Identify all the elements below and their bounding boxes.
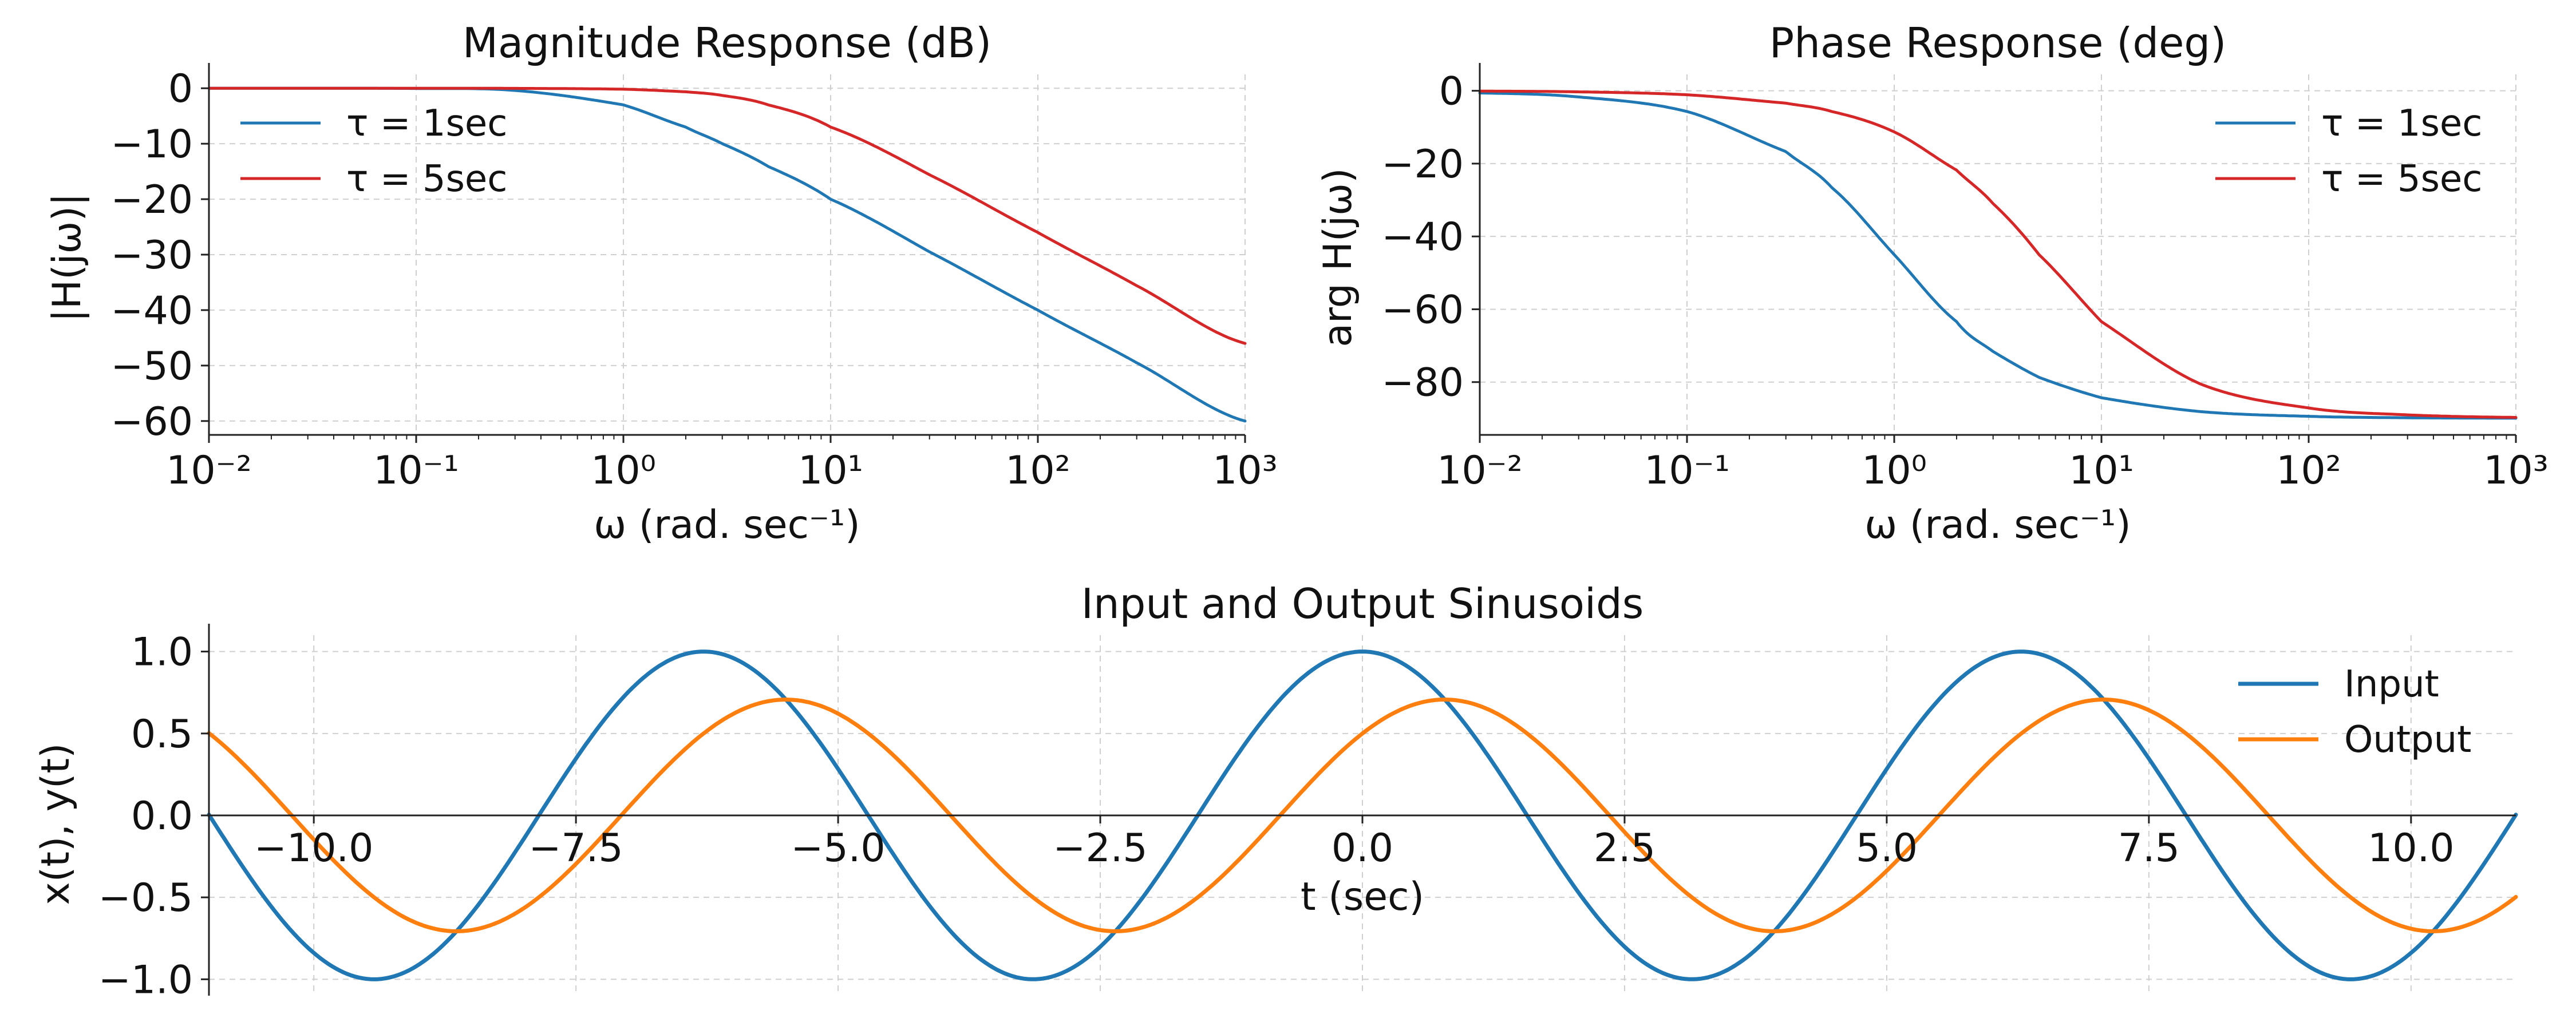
x-tick-label: 10⁻² (166, 448, 252, 493)
phase-ylabel: arg H(jω) (1315, 168, 1361, 347)
y-tick-label: 0 (168, 66, 193, 112)
magnitude-panel: Magnitude Response (dB) 10⁻² 10⁻¹ 10⁰ 10¹ 10… (45, 19, 1278, 548)
y-tick-label: 0.5 (131, 712, 193, 757)
x-tick-label: 0.0 (1332, 826, 1393, 871)
y-tick-label: −30 (110, 233, 193, 278)
y-tick-label: 0 (1439, 69, 1464, 114)
series-line--1sec (1478, 92, 2518, 420)
legend-label: τ = 5sec (2321, 158, 2482, 200)
x-tick-label: −7.5 (529, 826, 623, 871)
series-line--5sec (1478, 89, 2518, 419)
sinusoids-panel: Input and Output Sinusoids −10.0 −7.5 −5.0… (33, 580, 2518, 1003)
x-tick-label: −2.5 (1053, 826, 1147, 871)
phase-panel: Phase Response (deg) 10⁻² 10⁻¹ 10⁰ 10¹ 10² 10… (1315, 19, 2549, 548)
x-tick-label: 10³ (1212, 448, 1278, 493)
series-line-output (207, 698, 2518, 933)
magnitude-title: Magnitude Response (dB) (463, 19, 991, 67)
x-tick-label: 10³ (2483, 448, 2549, 493)
phase-xlabel: ω (rad. sec⁻¹) (1864, 502, 2131, 548)
y-tick-label: −10 (110, 122, 193, 167)
y-tick-label: 1.0 (131, 630, 193, 675)
legend-label: τ = 1sec (346, 102, 507, 145)
y-tick-label: −40 (1381, 215, 1464, 260)
x-tick-label: 10¹ (2069, 448, 2134, 493)
x-tick-label: 10¹ (798, 448, 863, 493)
y-tick-label: −1.0 (98, 957, 193, 1003)
sinusoids-xlabel: t (sec) (1301, 874, 1424, 920)
x-tick-label: 10² (2276, 448, 2341, 493)
x-tick-label: 10⁻² (1437, 448, 1523, 493)
magnitude-xlabel: ω (rad. sec⁻¹) (594, 502, 860, 548)
x-tick-label: 7.5 (2118, 826, 2180, 871)
x-tick-label: −10.0 (254, 826, 373, 871)
series-line--5sec (207, 86, 1247, 345)
x-tick-label: 10.0 (2368, 826, 2454, 871)
x-tick-label: 10⁰ (591, 448, 656, 493)
legend-label: τ = 1sec (2321, 102, 2482, 145)
legend-label: τ = 5sec (346, 158, 507, 200)
y-tick-label: −60 (1381, 287, 1464, 332)
x-tick-label: 10⁰ (1862, 448, 1927, 493)
y-tick-label: −80 (1381, 360, 1464, 406)
x-tick-label: 5.0 (1856, 826, 1918, 871)
y-tick-label: −20 (1381, 142, 1464, 187)
series-line-input (207, 649, 2518, 981)
legend-label: Output (2344, 719, 2471, 761)
y-tick-label: −40 (110, 288, 193, 334)
magnitude-ylabel: |H(jω)| (45, 193, 90, 322)
x-tick-label: 10² (1005, 448, 1070, 493)
legend-label: Input (2344, 663, 2439, 706)
phase-title: Phase Response (deg) (1769, 19, 2226, 67)
y-tick-label: −60 (110, 399, 193, 445)
y-tick-label: −20 (110, 177, 193, 223)
x-tick-label: 10⁻¹ (373, 448, 459, 493)
x-tick-label: 2.5 (1594, 826, 1656, 871)
sinusoids-title: Input and Output Sinusoids (1081, 580, 1643, 628)
x-tick-label: 10⁻¹ (1644, 448, 1730, 493)
y-tick-label: −50 (110, 344, 193, 389)
y-tick-label: −0.5 (98, 876, 193, 921)
sinusoids-ylabel: x(t), y(t) (33, 743, 78, 905)
x-tick-label: −5.0 (791, 826, 886, 871)
y-tick-label: 0.0 (131, 794, 193, 839)
